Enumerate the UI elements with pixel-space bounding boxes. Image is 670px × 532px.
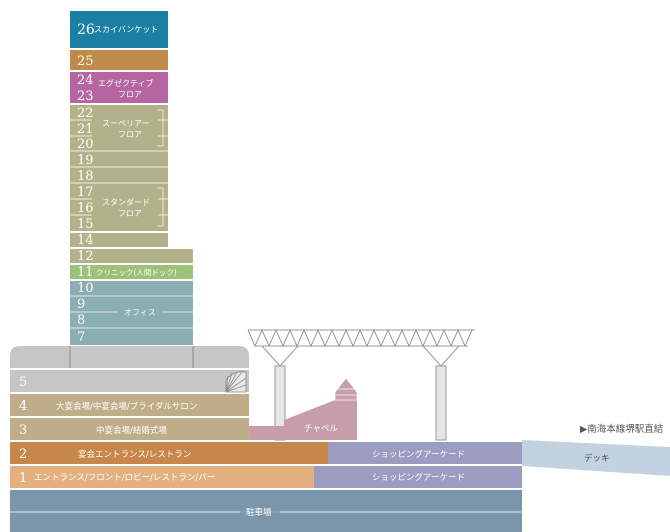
canopy-column-right bbox=[435, 365, 447, 441]
floor-9-number: 9 bbox=[77, 297, 85, 312]
podium-roof bbox=[10, 346, 249, 368]
floor-1-number: 1 bbox=[19, 471, 27, 486]
floor-7-number: 7 bbox=[77, 330, 85, 345]
floor-1-entrance bbox=[10, 466, 314, 488]
floor-26 bbox=[70, 11, 168, 48]
floor-14 bbox=[70, 233, 168, 247]
canopy-truss bbox=[247, 328, 475, 367]
superior-floor-label-1: スーペリアー bbox=[102, 119, 150, 128]
floor-11-label: クリニック(人間ドック) bbox=[96, 268, 177, 277]
standard-floor-label-1: スタンダード bbox=[102, 197, 150, 207]
floor-4-label: 大宴会場/中宴会場/ブライダルサロン bbox=[56, 401, 197, 412]
floor-26-label: スカイバンケット bbox=[94, 25, 158, 34]
floor-11 bbox=[70, 265, 193, 279]
floor-17-number: 17 bbox=[77, 185, 94, 200]
floor-1-shop-label: ショッピングアーケード bbox=[372, 472, 465, 483]
deck-bridge bbox=[522, 440, 670, 476]
floor-2-shop-label: ショッピングアーケード bbox=[372, 449, 465, 460]
parking-levels bbox=[10, 490, 522, 532]
floor-15-number: 15 bbox=[77, 217, 94, 232]
superior-floor-label-2: フロア bbox=[118, 130, 142, 139]
floor-5-number: 5 bbox=[19, 375, 27, 390]
floor-3-number: 3 bbox=[19, 423, 27, 438]
floor-3-label: 中宴会場/結婚式場 bbox=[96, 425, 167, 436]
executive-floor-label-1: エグゼクティブ bbox=[98, 78, 154, 88]
floor-11-number: 11 bbox=[77, 265, 94, 280]
office-floors bbox=[70, 281, 193, 345]
chapel-label: チャペル bbox=[304, 424, 338, 434]
floor-2-label: 宴会エントランス/レストラン bbox=[78, 449, 191, 460]
standard-floor-label-2: フロア bbox=[118, 209, 142, 218]
podium: 5 4 大宴会場/中宴会場/ブライダルサロン 3 中宴会場/結婚式場 bbox=[10, 346, 249, 440]
station-link-label: ▶南海本線堺駅直結 bbox=[580, 423, 664, 435]
floor-1-label: エントランス/フロント/ロビー/レストラン/バー bbox=[34, 473, 215, 483]
floor-23-number: 23 bbox=[77, 89, 94, 104]
floor-25 bbox=[70, 50, 168, 70]
guest-floors-upper bbox=[70, 105, 168, 231]
floor-2-number: 2 bbox=[19, 447, 27, 462]
chapel-building bbox=[249, 400, 357, 440]
floor-26-number: 26 bbox=[77, 22, 95, 38]
floor-1-shopping bbox=[314, 466, 522, 488]
floor-2-shopping bbox=[328, 442, 522, 464]
floor-3 bbox=[10, 418, 249, 440]
floor-4 bbox=[10, 394, 249, 416]
floor-24-number: 24 bbox=[77, 73, 94, 88]
floor-19-number: 19 bbox=[77, 153, 94, 168]
parking-label: 駐車場 bbox=[246, 507, 272, 518]
office-label: オフィス bbox=[124, 308, 156, 317]
floor-4-number: 4 bbox=[19, 399, 27, 414]
spiral-stair bbox=[225, 371, 247, 393]
floor-12 bbox=[70, 249, 193, 263]
executive-floor-label-2: フロア bbox=[118, 90, 142, 99]
tower: 26 スカイバンケット 25 24 23 エグゼクティブ フロア 22 21 2… bbox=[70, 11, 193, 345]
floor-22-number: 22 bbox=[77, 106, 94, 121]
floor-10-number: 10 bbox=[77, 281, 94, 296]
floor-25-number: 25 bbox=[77, 54, 94, 69]
floor-2-banquet bbox=[10, 442, 328, 464]
floor-5 bbox=[10, 370, 249, 392]
floor-12-number: 12 bbox=[77, 249, 94, 264]
floor-21-number: 21 bbox=[77, 122, 94, 137]
floor-14-number: 14 bbox=[77, 233, 94, 248]
floor-20-number: 20 bbox=[77, 137, 94, 152]
floor-8-number: 8 bbox=[77, 313, 85, 328]
floor-16-number: 16 bbox=[77, 201, 94, 216]
floor-18-number: 18 bbox=[77, 169, 94, 184]
deck-label: デッキ bbox=[584, 453, 610, 464]
floor-24-23 bbox=[70, 72, 168, 103]
